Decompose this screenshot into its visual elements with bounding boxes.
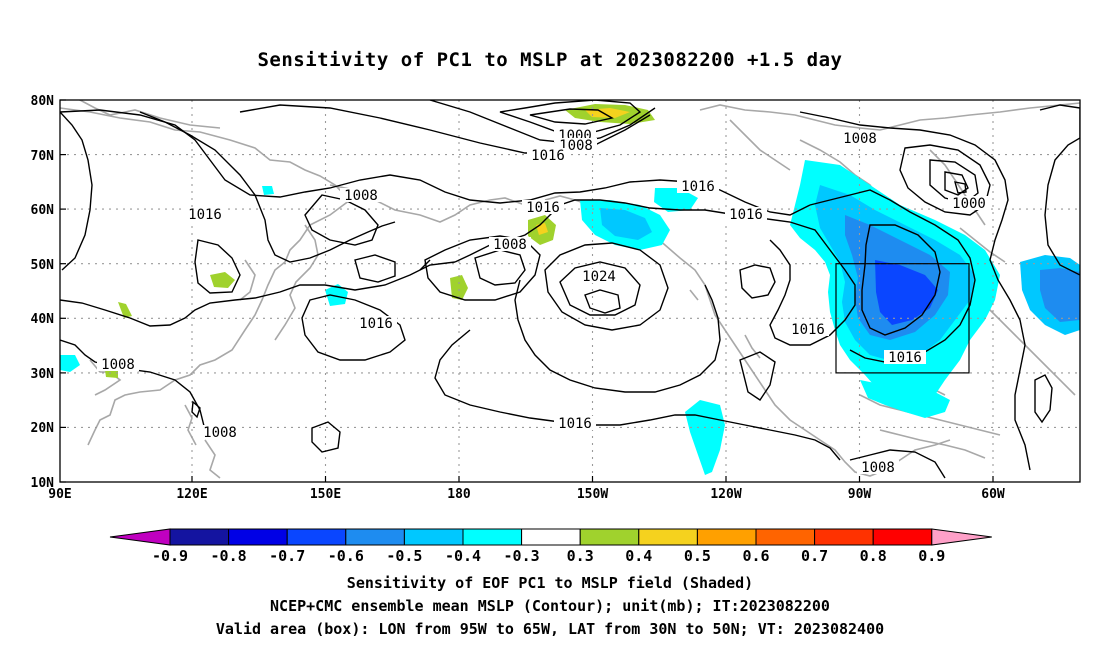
contour-label: 1016 [729,207,763,223]
colorbar-label: 0.8 [860,547,887,565]
colorbar-box [814,528,874,546]
caption-shaded: Sensitivity of EOF PC1 to MSLP field (Sh… [346,574,754,592]
map-frame [59,99,1081,483]
shade-small-cyan [262,186,274,195]
sensitivity-shading [60,104,1080,475]
lat-label: 20N [31,421,55,436]
lon-label: 120E [176,487,207,502]
colorbar-triangle-high [931,528,992,546]
lat-label: 10N [31,476,55,491]
colorbar-labels: -0.9 -0.8 -0.7 -0.6 -0.5 -0.4 -0.3 0.3 0.4 0.5 0.6… [152,547,945,565]
shade-pacific-cyan [325,284,348,306]
caption-contour: NCEP+CMC ensemble mean MSLP (Contour); u… [270,597,830,615]
lat-label: 70N [31,149,55,164]
colorbar-label: -0.9 [152,547,188,565]
lat-label: 30N [31,367,55,382]
colorbar-box [579,528,640,546]
colorbar-label: 0.3 [567,547,594,565]
contour-label: 1024 [582,269,616,285]
caption-valid-area: Valid area (box): LON from 95W to 65W, L… [215,620,885,638]
colorbar-triangle-low [109,528,171,546]
colorbar-box [286,528,347,546]
lon-label: 120W [710,487,741,502]
lon-label: 90W [848,487,872,502]
contour-label: 1008 [344,188,378,204]
colorbar-box [345,528,405,546]
colorbar-label: -0.8 [211,547,247,565]
contour-label: 1008 [203,425,237,441]
colorbar-box [521,528,581,546]
map-title: Sensitivity of PC1 to MSLP at 2023082200… [257,49,843,71]
colorbar-box [228,528,288,546]
lon-tick-labels: 90E 120E 150E 180 150W 120W 90W 60W [48,487,1005,502]
lat-label: 60N [31,203,55,218]
contour-label: 1008 [861,460,895,476]
colorbar-label: 0.9 [918,547,945,565]
colorbar-label: 0.5 [684,547,711,565]
contour-label: 1008 [101,357,135,373]
lon-label: 150E [310,487,341,502]
shade-gulf-cyan [860,380,950,418]
contour-label: 1016 [888,350,922,366]
lon-label: 60W [981,487,1005,502]
lat-label: 50N [31,258,55,273]
shade-bc-sky [600,208,652,240]
contour-label: 1016 [188,207,222,223]
lon-label: 180 [447,487,471,502]
colorbar-box [169,528,230,546]
colorbar-label: -0.5 [386,547,422,565]
contour-label: 1008 [843,131,877,147]
colorbar-box [872,528,933,546]
lat-label: 80N [31,94,55,109]
shade-east-us-deep [875,260,938,325]
colorbar-label: -0.7 [269,547,305,565]
colorbar-box [462,528,523,546]
colorbar-box [755,528,816,546]
shade-alaska-cyan [654,188,698,212]
colorbar-box [403,528,464,546]
lon-label: 90E [48,487,71,502]
contour-label: 1000 [952,196,986,212]
tick-marks [60,99,994,483]
shade-asia-green-3 [105,370,118,378]
contour-labels: 1000 1008 1016 1016 1008 1016 1016 1016 … [97,128,990,476]
colorbar-box [696,528,757,546]
contour-label: 1016 [681,179,715,195]
colorbar-box [638,528,698,546]
lon-label: 150W [577,487,608,502]
shade-atlantic-deep [1040,268,1080,322]
contour-label: 1008 [493,237,527,253]
shade-asia-green-2 [118,302,132,318]
contour-label: 1016 [558,416,592,432]
shade-westcoast-cyan [60,355,80,372]
shade-dateline-green [450,275,468,300]
colorbar-label: -0.4 [445,547,481,565]
colorbar-label: -0.3 [504,547,540,565]
gridlines [60,100,1080,482]
contour-label: 1016 [359,316,393,332]
contour-label: 1016 [791,322,825,338]
valid-area-box [835,263,970,374]
colorbar-label: 0.6 [742,547,769,565]
lat-label: 40N [31,312,55,327]
colorbar-label: 0.7 [801,547,828,565]
colorbar-label: -0.6 [328,547,364,565]
colorbar-label: 0.4 [625,547,652,565]
contour-label: 1016 [531,148,565,164]
shade-asia-green [210,272,235,288]
lat-tick-labels: 80N 70N 60N 50N 40N 30N 20N 10N [31,94,55,491]
colorbar-boxes [109,528,992,546]
contour-label: 1016 [526,200,560,216]
